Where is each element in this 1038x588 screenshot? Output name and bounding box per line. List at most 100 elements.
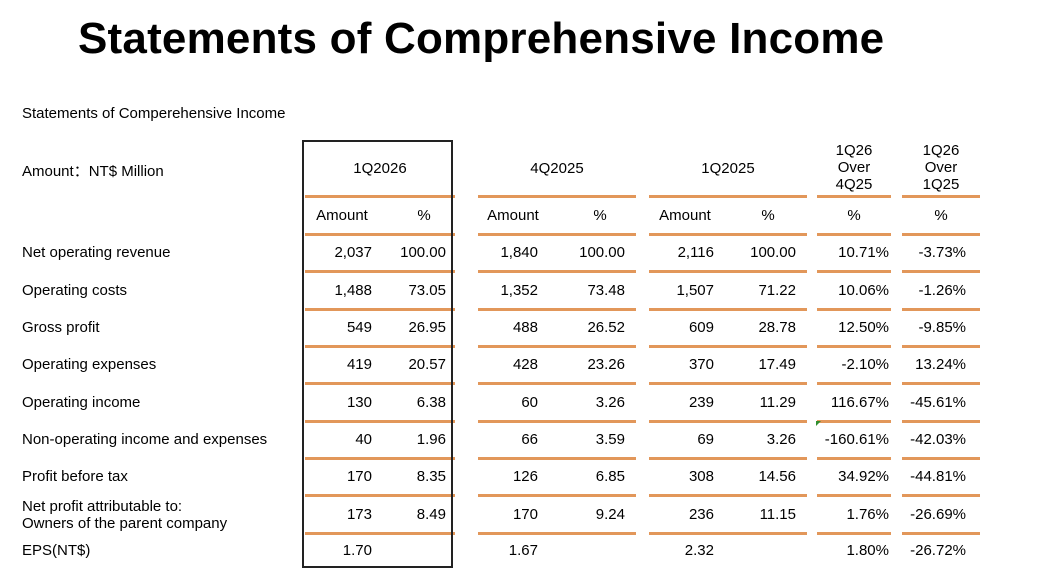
- table-cell: 2.32: [684, 542, 714, 559]
- table-cell: 1.80%: [846, 542, 889, 559]
- row-divider: [478, 233, 636, 236]
- column-header: %: [761, 207, 775, 224]
- table-cell: 1,840: [500, 244, 538, 261]
- row-divider: [902, 308, 980, 311]
- table-cell: 1,488: [334, 282, 372, 299]
- table-cell: 10.71%: [838, 244, 889, 261]
- table-cell: 12.50%: [838, 319, 889, 336]
- column-header: Amount: [659, 207, 711, 224]
- row-label: Net profit attributable to:: [22, 498, 183, 515]
- row-label: Gross profit: [22, 319, 100, 336]
- row-divider: [649, 420, 807, 423]
- row-divider: [305, 457, 455, 460]
- period-header: 4Q2025: [530, 160, 584, 177]
- row-divider: [305, 345, 455, 348]
- row-divider: [902, 457, 980, 460]
- row-divider: [902, 233, 980, 236]
- row-divider: [478, 308, 636, 311]
- row-divider: [478, 457, 636, 460]
- table-cell: 14.56: [758, 468, 796, 485]
- table-cell: 28.78: [758, 319, 796, 336]
- period-header: 1Q25: [922, 176, 960, 193]
- table-cell: 130: [346, 394, 372, 411]
- row-divider: [305, 195, 455, 198]
- table-cell: 8.49: [416, 506, 446, 523]
- current-quarter-highlight-box: [302, 140, 453, 568]
- table-cell: -26.69%: [910, 506, 966, 523]
- table-cell: 73.48: [587, 282, 625, 299]
- table-cell: 3.26: [595, 394, 625, 411]
- row-divider: [817, 270, 891, 273]
- row-divider: [817, 382, 891, 385]
- table-cell: 126: [512, 468, 538, 485]
- row-divider: [817, 308, 891, 311]
- table-cell: -9.85%: [918, 319, 966, 336]
- table-cell: 73.05: [408, 282, 446, 299]
- row-divider: [649, 233, 807, 236]
- period-header: 4Q25: [835, 176, 873, 193]
- period-header: 1Q26: [835, 142, 873, 159]
- row-divider: [649, 494, 807, 497]
- row-divider: [478, 345, 636, 348]
- table-cell: 11.15: [759, 506, 796, 523]
- table-cell: 170: [346, 468, 372, 485]
- table-cell: 17.49: [758, 356, 796, 373]
- row-divider: [478, 382, 636, 385]
- table-cell: 609: [688, 319, 714, 336]
- table-cell: 13.24%: [915, 356, 966, 373]
- row-divider: [649, 270, 807, 273]
- table-cell: -26.72%: [910, 542, 966, 559]
- table-cell: 11.29: [759, 394, 796, 411]
- row-divider: [478, 270, 636, 273]
- cell-comment-marker: [816, 421, 821, 426]
- row-divider: [649, 195, 807, 198]
- table-cell: -3.73%: [918, 244, 966, 261]
- row-divider: [817, 233, 891, 236]
- row-divider: [902, 494, 980, 497]
- table-cell: 1.76%: [846, 506, 889, 523]
- row-label: Non-operating income and expenses: [22, 431, 268, 448]
- row-divider: [817, 345, 891, 348]
- row-divider: [305, 420, 455, 423]
- table-cell: 100.00: [750, 244, 796, 261]
- table-cell: 9.24: [595, 506, 625, 523]
- column-header: Amount: [316, 207, 368, 224]
- table-cell: 236: [688, 506, 714, 523]
- table-cell: 239: [688, 394, 714, 411]
- row-divider: [902, 270, 980, 273]
- table-cell: 2,037: [334, 244, 372, 261]
- table-cell: 66: [521, 431, 538, 448]
- row-label: Net operating revenue: [22, 244, 171, 261]
- table-cell: 308: [688, 468, 714, 485]
- row-label: Operating expenses: [22, 356, 157, 373]
- table-cell: 549: [346, 319, 372, 336]
- unit-label: Amount：NT$ Million: [22, 163, 164, 180]
- table-cell: 1.70: [342, 542, 372, 559]
- table-cell: -1.26%: [918, 282, 966, 299]
- table-cell: 34.92%: [838, 468, 889, 485]
- row-divider: [649, 457, 807, 460]
- period-header: 1Q2025: [701, 160, 755, 177]
- row-divider: [649, 532, 807, 535]
- table-cell: 419: [346, 356, 372, 373]
- table-cell: 488: [512, 319, 538, 336]
- column-header: Amount: [487, 207, 539, 224]
- table-cell: 1,507: [676, 282, 714, 299]
- row-divider: [649, 345, 807, 348]
- column-header: %: [417, 207, 431, 224]
- row-divider: [649, 308, 807, 311]
- table-cell: 1,352: [500, 282, 538, 299]
- row-divider: [817, 494, 891, 497]
- row-divider: [305, 233, 455, 236]
- table-cell: -44.81%: [910, 468, 966, 485]
- table-caption: Statements of Comperehensive Income: [22, 105, 286, 122]
- table-cell: 428: [512, 356, 538, 373]
- table-cell: 20.57: [408, 356, 446, 373]
- table-cell: 3.59: [595, 431, 625, 448]
- row-divider: [817, 420, 891, 423]
- row-label: Profit before tax: [22, 468, 128, 485]
- table-cell: 26.95: [408, 319, 446, 336]
- table-cell: -2.10%: [841, 356, 889, 373]
- table-cell: 6.85: [595, 468, 625, 485]
- table-cell: 6.38: [416, 394, 446, 411]
